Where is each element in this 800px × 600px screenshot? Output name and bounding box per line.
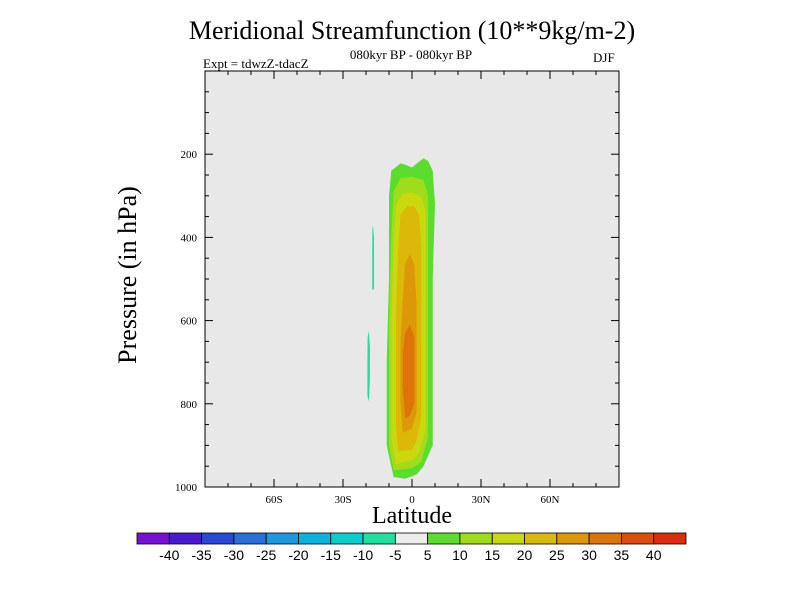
colorbar-box-5 (298, 532, 332, 545)
colorbar-box-15 (621, 532, 655, 545)
x-tick-label: 30N (472, 494, 491, 506)
colorbar-label: -30 (224, 547, 244, 563)
x-tick-label: 60S (265, 494, 282, 506)
colorbar-label: 15 (484, 547, 500, 563)
colorbar-label: 40 (646, 547, 662, 563)
x-tick-label: 0 (409, 494, 415, 506)
colorbar-box-3 (233, 532, 267, 545)
contour-region-7 (367, 331, 370, 402)
y-tick-label: 600 (181, 316, 198, 328)
colorbar-box-8 (394, 532, 429, 545)
colorbar-label: -10 (353, 547, 373, 563)
colorbar-box-1 (168, 532, 202, 545)
colorbar-box-7 (362, 532, 396, 545)
colorbar-box-11 (491, 532, 525, 545)
colorbar-label: 20 (517, 547, 533, 563)
colorbar-label: -15 (321, 547, 341, 563)
colorbar-label: 35 (614, 547, 630, 563)
colorbar-label: 30 (581, 547, 597, 563)
colorbar-box-12 (524, 532, 558, 545)
colorbar-box-14 (588, 532, 622, 545)
y-tick-label: 400 (181, 232, 198, 244)
colorbar-box-2 (201, 532, 235, 545)
colorbar-box-0 (136, 532, 170, 545)
y-tick-label: 800 (181, 399, 198, 411)
colorbar-label: -40 (159, 547, 179, 563)
y-tick-label: 1000 (175, 482, 198, 494)
colorbar-box-6 (330, 532, 364, 545)
colorbar-box-16 (653, 532, 687, 545)
colorbar-label: 25 (549, 547, 565, 563)
colorbar-label: 5 (424, 547, 432, 563)
colorbar-label: -25 (256, 547, 276, 563)
colorbar-label: -35 (191, 547, 211, 563)
colorbar-label: -20 (288, 547, 308, 563)
x-axis-label: Latitude (372, 503, 452, 529)
contour-region-5 (402, 324, 415, 419)
colorbar-box-4 (265, 532, 299, 545)
season-label: DJF (593, 50, 615, 65)
colorbar-box-13 (556, 532, 590, 545)
chart-subtitle: 080kyr BP - 080kyr BP (349, 47, 473, 62)
x-tick-label: 60N (541, 494, 560, 506)
contour-region-6 (372, 224, 374, 290)
experiment-label: Expt = tdwzZ-tdacZ (203, 56, 309, 71)
colorbar-box-10 (459, 532, 493, 545)
colorbar-box-9 (427, 532, 461, 545)
colorbar-label: -5 (389, 547, 402, 563)
chart-title: Meridional Streamfunction (10**9kg/m-2) (188, 16, 636, 45)
x-tick-label: 30S (334, 494, 351, 506)
y-tick-label: 200 (181, 149, 198, 161)
colorbar-label: 10 (452, 547, 468, 563)
